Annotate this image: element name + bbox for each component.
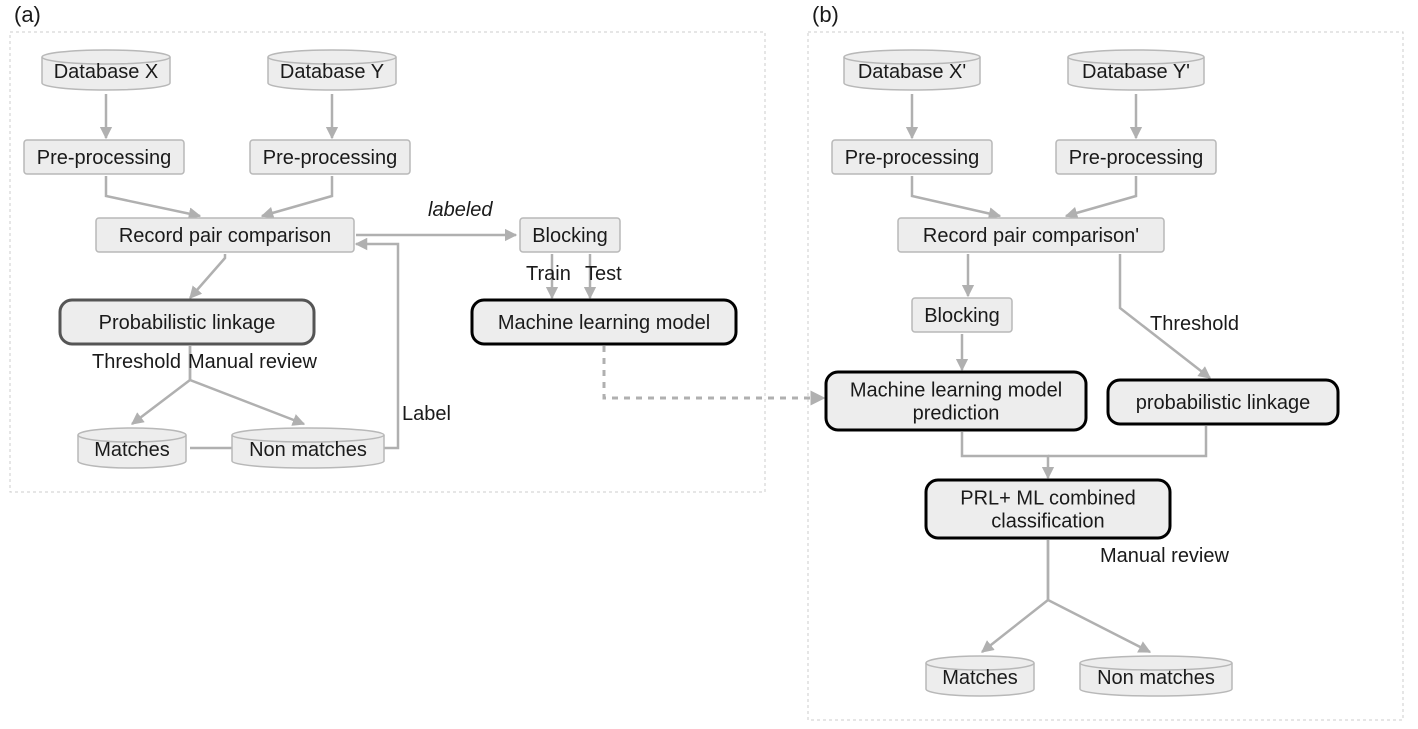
edge-3 — [262, 176, 332, 216]
node-dbX: Database X — [42, 50, 170, 90]
panel-label-b: (b) — [812, 2, 839, 27]
node-mlmp: Machine learning modelprediction — [826, 372, 1086, 430]
node-label-prl: Probabilistic linkage — [99, 312, 276, 334]
edge-10 — [356, 244, 398, 448]
node-label-dbYp: Database Y' — [1082, 61, 1190, 83]
edge-11 — [604, 346, 824, 398]
node-blkp: Blocking — [912, 298, 1012, 332]
node-label-preX: Pre-processing — [37, 147, 172, 169]
label-lbl_test: Test — [585, 263, 622, 285]
label-lbl_thresh: Threshold — [92, 351, 181, 373]
node-label-blk: Blocking — [532, 225, 608, 247]
node-label-dbY: Database Y — [280, 61, 384, 83]
edge-21 — [982, 540, 1048, 652]
label-lbl_review: Manual review — [188, 351, 318, 373]
edge-4 — [190, 254, 225, 298]
node-label-match: Matches — [94, 439, 170, 461]
edge-15 — [1066, 176, 1136, 216]
node-label-nmatch: Non matches — [249, 439, 367, 461]
node-prlp: probabilistic linkage — [1108, 380, 1338, 424]
node-matchp: Matches — [926, 656, 1034, 696]
node-comb: PRL+ ML combinedclassification — [926, 480, 1170, 538]
node-label-comb-1: classification — [991, 511, 1104, 533]
label-lbl_reviewp: Manual review — [1100, 545, 1230, 567]
panel-label-a: (a) — [14, 2, 41, 27]
label-lbl_train: Train — [526, 263, 571, 285]
edge-14 — [912, 176, 1000, 216]
node-preXp: Pre-processing — [832, 140, 992, 174]
node-preYp: Pre-processing — [1056, 140, 1216, 174]
node-label-blkp: Blocking — [924, 305, 1000, 327]
edge-19 — [962, 432, 1048, 478]
node-label-rpcp: Record pair comparison' — [923, 225, 1139, 247]
node-preX: Pre-processing — [24, 140, 184, 174]
node-blk: Blocking — [520, 218, 620, 252]
node-label-dbXp: Database X' — [858, 61, 966, 83]
node-dbXp: Database X' — [844, 50, 980, 90]
node-label-preYp: Pre-processing — [1069, 147, 1204, 169]
node-dbYp: Database Y' — [1068, 50, 1204, 90]
label-lbl_threshp: Threshold — [1150, 313, 1239, 335]
edge-2 — [106, 176, 200, 216]
label-lbl_labeled: labeled — [428, 199, 493, 221]
node-nmatchp: Non matches — [1080, 656, 1232, 696]
node-label-comb-0: PRL+ ML combined — [960, 488, 1135, 510]
node-preY: Pre-processing — [250, 140, 410, 174]
node-rpc: Record pair comparison — [96, 218, 354, 252]
node-label-mlmp-0: Machine learning model — [850, 380, 1062, 402]
node-mlm: Machine learning model — [472, 300, 736, 344]
label-lbl_label: Label — [402, 403, 451, 425]
node-label-matchp: Matches — [942, 667, 1018, 689]
node-label-preXp: Pre-processing — [845, 147, 980, 169]
node-label-preY: Pre-processing — [263, 147, 398, 169]
node-label-rpc: Record pair comparison — [119, 225, 331, 247]
node-label-prlp: probabilistic linkage — [1136, 392, 1311, 414]
node-label-dbX: Database X — [54, 61, 159, 83]
node-prl: Probabilistic linkage — [60, 300, 314, 344]
node-rpcp: Record pair comparison' — [898, 218, 1164, 252]
node-label-nmatchp: Non matches — [1097, 667, 1215, 689]
node-label-mlm: Machine learning model — [498, 312, 710, 334]
node-match: Matches — [78, 428, 186, 468]
node-nmatch: Non matches — [232, 428, 384, 468]
panel-a — [10, 32, 765, 492]
node-dbY: Database Y — [268, 50, 396, 90]
node-label-mlmp-1: prediction — [913, 403, 1000, 425]
